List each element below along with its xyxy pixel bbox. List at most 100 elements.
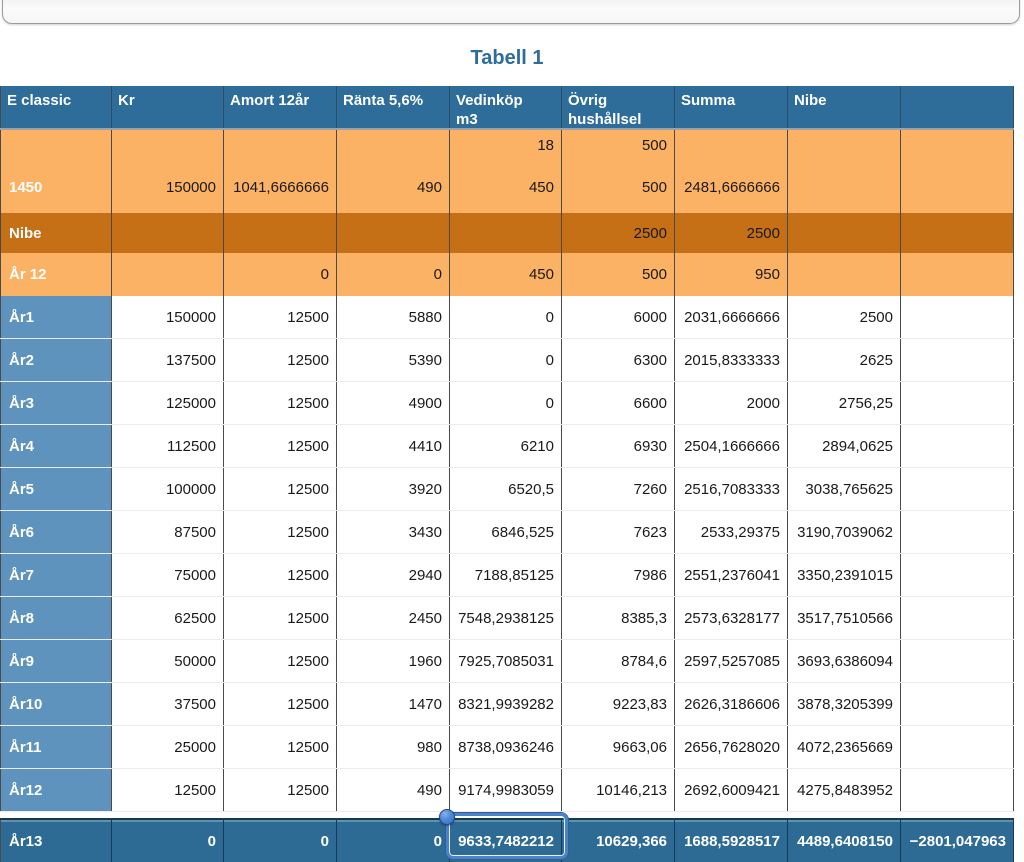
data-cell[interactable]	[901, 425, 1014, 467]
data-cell[interactable]: 5390	[337, 339, 450, 381]
data-cell[interactable]: 1470	[337, 683, 450, 725]
data-cell[interactable]: 3190,7039062	[788, 511, 901, 553]
data-cell[interactable]: 500	[562, 161, 675, 213]
column-header-cell[interactable]	[901, 86, 1014, 128]
data-cell[interactable]: 2504,1666666	[675, 425, 788, 467]
data-cell[interactable]: 0	[450, 382, 562, 424]
column-header-cell[interactable]: Nibe	[788, 86, 901, 128]
data-cell[interactable]: 500	[562, 130, 675, 161]
data-cell[interactable]: 8321,9939282	[450, 683, 562, 725]
data-cell[interactable]: 2015,8333333	[675, 339, 788, 381]
data-cell[interactable]: 490	[337, 769, 450, 811]
data-cell[interactable]: 3517,7510566	[788, 597, 901, 639]
data-cell[interactable]: 75000	[112, 554, 224, 596]
row-label-cell[interactable]: Nibe	[0, 213, 112, 253]
data-cell[interactable]: 2533,29375	[675, 511, 788, 553]
data-cell[interactable]: 2597,5257085	[675, 640, 788, 682]
data-cell[interactable]: 2500	[788, 296, 901, 338]
data-cell[interactable]: 8385,3	[562, 597, 675, 639]
data-cell[interactable]	[901, 726, 1014, 768]
data-cell[interactable]: 9174,9983059	[450, 769, 562, 811]
data-cell[interactable]	[112, 130, 224, 161]
data-cell[interactable]: 2940	[337, 554, 450, 596]
data-cell[interactable]: 3430	[337, 511, 450, 553]
data-cell[interactable]	[337, 213, 450, 253]
data-cell[interactable]: 4489,6408150	[788, 820, 901, 862]
data-cell[interactable]	[788, 213, 901, 253]
data-cell[interactable]: 12500	[224, 425, 337, 467]
data-cell[interactable]: 1688,5928517	[675, 820, 788, 862]
data-cell[interactable]: 12500	[224, 597, 337, 639]
selection-handle[interactable]	[439, 809, 455, 825]
data-cell[interactable]	[901, 130, 1014, 161]
column-header-cell[interactable]: Ränta 5,6%	[337, 86, 450, 128]
data-cell[interactable]	[901, 640, 1014, 682]
data-cell[interactable]: 12500	[224, 554, 337, 596]
data-cell[interactable]	[675, 130, 788, 161]
row-label-cell[interactable]: År7	[0, 554, 112, 596]
data-cell[interactable]	[901, 554, 1014, 596]
data-cell[interactable]: 50000	[112, 640, 224, 682]
data-cell[interactable]: 150000	[112, 161, 224, 213]
data-cell[interactable]: 2450	[337, 597, 450, 639]
data-cell[interactable]: 450	[450, 161, 562, 213]
data-cell[interactable]: 87500	[112, 511, 224, 553]
data-cell[interactable]: 9663,06	[562, 726, 675, 768]
data-cell[interactable]: 1960	[337, 640, 450, 682]
data-cell[interactable]: 2573,6328177	[675, 597, 788, 639]
data-cell[interactable]: 8738,0936246	[450, 726, 562, 768]
column-header-cell[interactable]: Övrig hushållsel	[562, 86, 675, 128]
data-cell[interactable]: 6000	[562, 296, 675, 338]
data-cell[interactable]: 500	[562, 253, 675, 296]
row-label-cell[interactable]: År10	[0, 683, 112, 725]
data-cell[interactable]: 12500	[224, 640, 337, 682]
data-cell[interactable]: 9223,83	[562, 683, 675, 725]
data-cell[interactable]: 62500	[112, 597, 224, 639]
row-label-cell[interactable]: År5	[0, 468, 112, 510]
row-label-cell[interactable]: År2	[0, 339, 112, 381]
row-label-cell[interactable]: År 12	[0, 253, 112, 296]
data-cell[interactable]	[788, 253, 901, 296]
data-cell[interactable]: 2756,25	[788, 382, 901, 424]
data-cell[interactable]: 12500	[224, 683, 337, 725]
data-cell[interactable]: 6300	[562, 339, 675, 381]
data-cell[interactable]	[901, 296, 1014, 338]
column-header-cell[interactable]: Vedinköp m3	[450, 86, 562, 128]
data-cell[interactable]: 18	[450, 130, 562, 161]
data-cell[interactable]: 2626,3186606	[675, 683, 788, 725]
data-cell[interactable]: 2516,7083333	[675, 468, 788, 510]
data-cell[interactable]: 37500	[112, 683, 224, 725]
data-cell[interactable]: 0	[450, 339, 562, 381]
data-cell[interactable]: 0	[337, 253, 450, 296]
data-cell[interactable]: 7188,85125	[450, 554, 562, 596]
data-cell[interactable]: 12500	[112, 769, 224, 811]
data-cell[interactable]: 7623	[562, 511, 675, 553]
top-text-field[interactable]	[2, 0, 1020, 24]
data-cell[interactable]: 2500	[675, 213, 788, 253]
row-label-cell[interactable]: År8	[0, 597, 112, 639]
data-cell[interactable]: 12500	[224, 296, 337, 338]
data-cell[interactable]: 6210	[450, 425, 562, 467]
data-cell[interactable]	[901, 468, 1014, 510]
data-cell[interactable]	[901, 511, 1014, 553]
row-label-cell[interactable]: År1	[0, 296, 112, 338]
data-cell[interactable]: 10146,213	[562, 769, 675, 811]
data-cell[interactable]: 150000	[112, 296, 224, 338]
data-cell[interactable]	[788, 161, 901, 213]
data-cell[interactable]: 0	[224, 820, 337, 862]
data-cell[interactable]	[450, 213, 562, 253]
data-cell[interactable]: 450	[450, 253, 562, 296]
row-label-cell[interactable]: År4	[0, 425, 112, 467]
row-label-cell[interactable]: År6	[0, 511, 112, 553]
data-cell[interactable]: 980	[337, 726, 450, 768]
row-label-cell[interactable]: År3	[0, 382, 112, 424]
data-cell[interactable]: 7260	[562, 468, 675, 510]
data-cell[interactable]: 12500	[224, 726, 337, 768]
column-header-cell[interactable]: Summa	[675, 86, 788, 128]
data-cell[interactable]: 0	[112, 820, 224, 862]
data-cell[interactable]: −2801,047963	[901, 820, 1014, 862]
row-label-cell[interactable]: År13	[0, 820, 112, 862]
data-cell[interactable]	[901, 683, 1014, 725]
cell-selection[interactable]	[446, 813, 568, 859]
data-cell[interactable]	[901, 597, 1014, 639]
